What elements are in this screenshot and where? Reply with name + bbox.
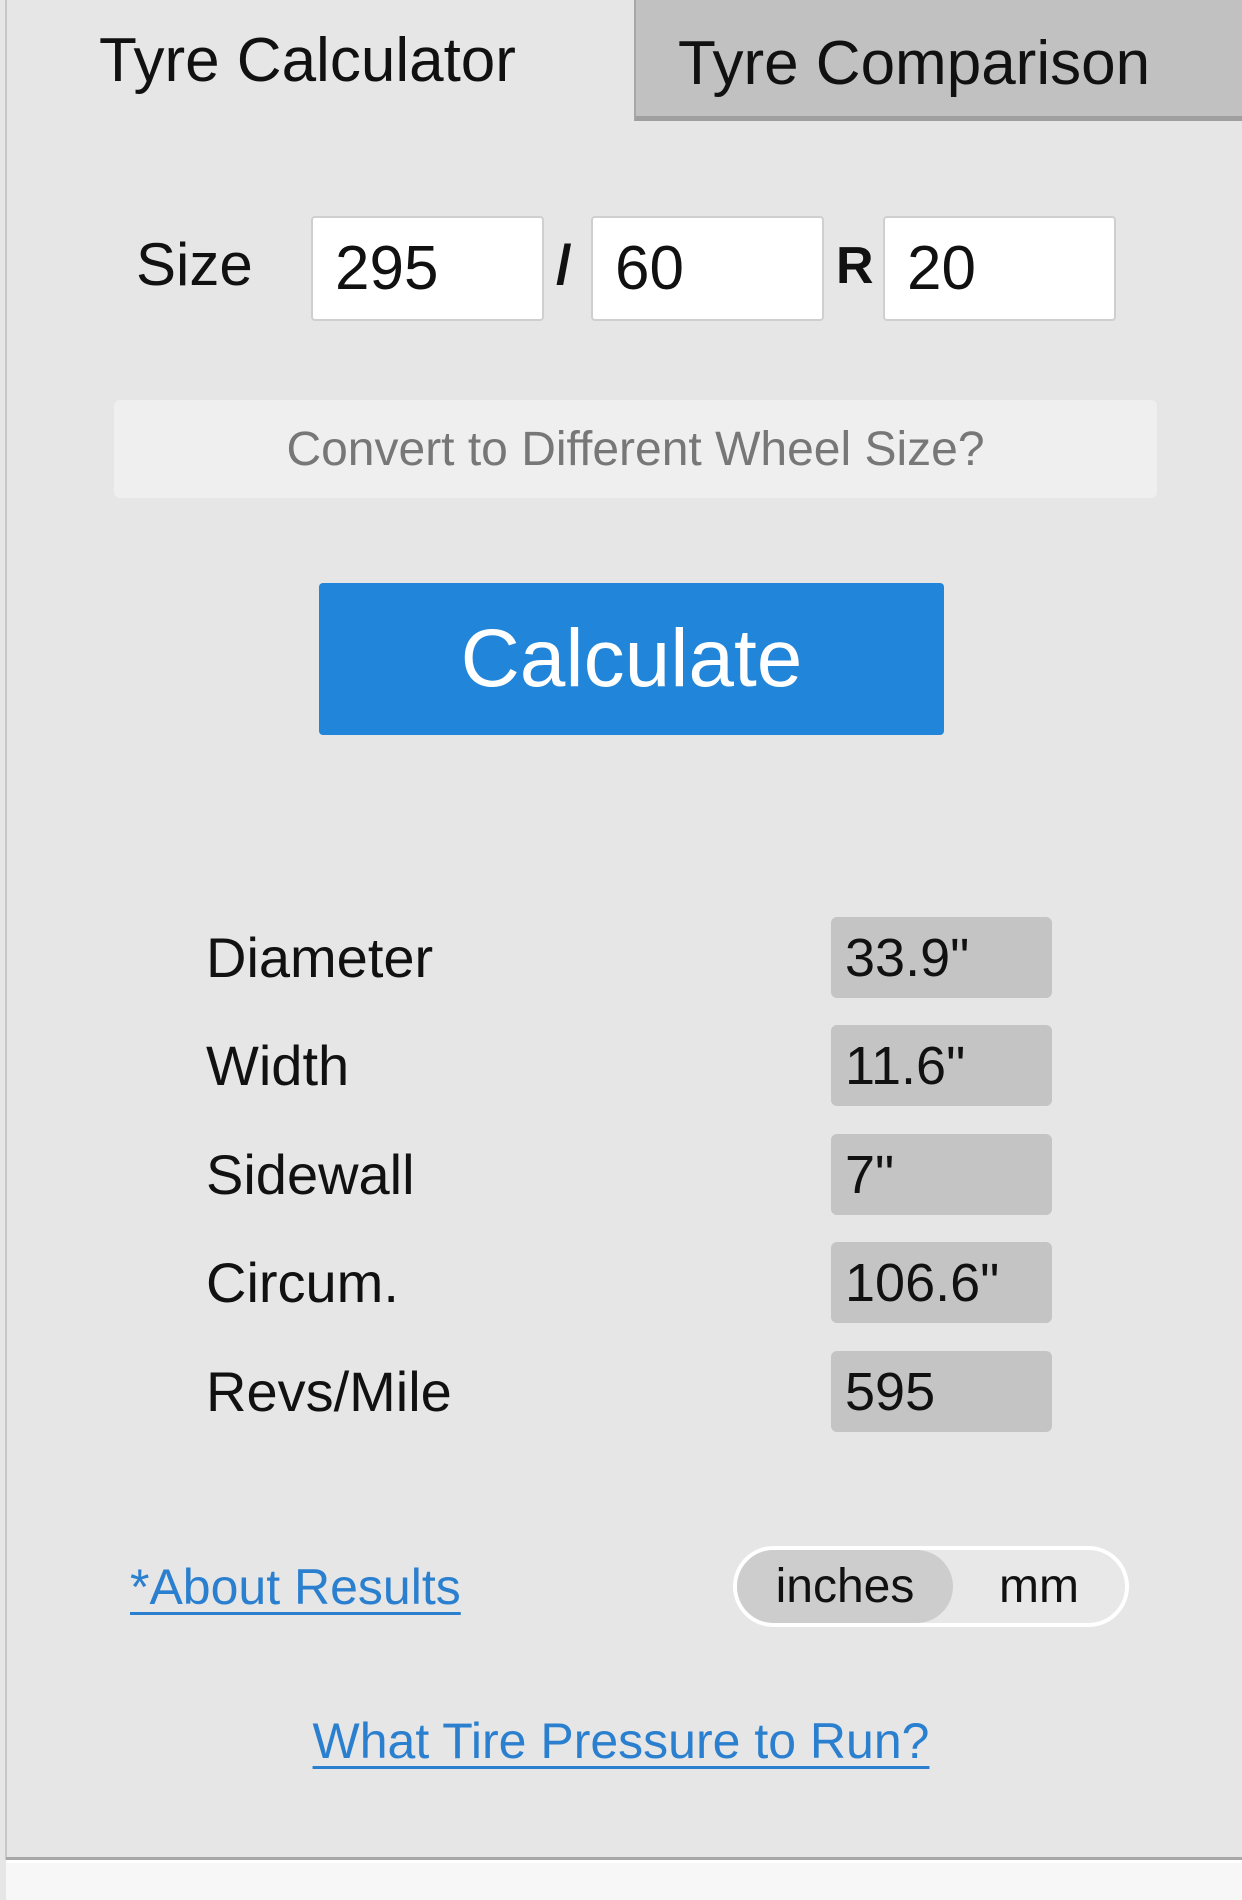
result-label-diameter: Diameter xyxy=(206,926,434,989)
convert-wheel-size-button[interactable]: Convert to Different Wheel Size? xyxy=(114,400,1157,498)
result-value-sidewall: 7" xyxy=(831,1134,1052,1215)
result-label-revs-per-mile: Revs/Mile xyxy=(206,1360,452,1423)
unit-option-mm[interactable]: mm xyxy=(999,1560,1079,1613)
result-label-sidewall: Sidewall xyxy=(206,1143,415,1206)
left-border xyxy=(5,0,7,1860)
tyre-width-input[interactable] xyxy=(311,216,544,321)
result-label-width: Width xyxy=(206,1034,350,1097)
tab-tyre-comparison[interactable]: Tyre Comparison xyxy=(634,0,1242,121)
calculate-button[interactable]: Calculate xyxy=(319,583,944,735)
about-results-link[interactable]: *About Results xyxy=(130,1559,461,1615)
result-label-circumference: Circum. xyxy=(206,1251,399,1314)
bottom-panel xyxy=(6,1860,1242,1900)
size-label: Size xyxy=(136,231,253,298)
unit-toggle[interactable]: inches mm xyxy=(733,1546,1129,1627)
aspect-ratio-input[interactable] xyxy=(591,216,824,321)
tab-tyre-calculator[interactable]: Tyre Calculator xyxy=(99,26,516,95)
pressure-link-container: What Tire Pressure to Run? xyxy=(0,1712,1242,1770)
result-value-revs-per-mile: 595 xyxy=(831,1351,1052,1432)
unit-option-inches[interactable]: inches xyxy=(737,1550,953,1623)
result-value-width: 11.6" xyxy=(831,1025,1052,1106)
slash-separator: / xyxy=(556,233,572,296)
divider xyxy=(6,1857,1242,1860)
r-separator: R xyxy=(836,237,874,295)
tire-pressure-link[interactable]: What Tire Pressure to Run? xyxy=(312,1713,930,1769)
rim-diameter-input[interactable] xyxy=(883,216,1116,321)
result-value-circumference: 106.6" xyxy=(831,1242,1052,1323)
result-value-diameter: 33.9" xyxy=(831,917,1052,998)
